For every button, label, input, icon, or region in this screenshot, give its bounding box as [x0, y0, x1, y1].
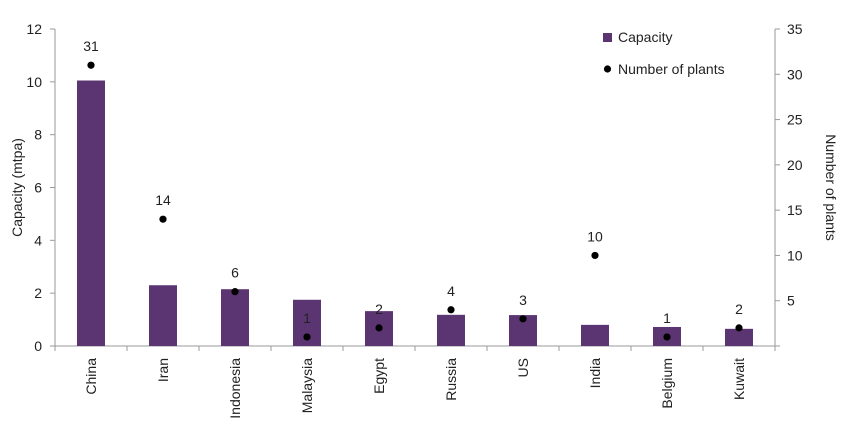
right-axis-title: Number of plants — [823, 134, 839, 241]
legend-plants-label: Number of plants — [618, 61, 725, 77]
left-tick-label: 0 — [34, 338, 42, 354]
left-tick-label: 10 — [26, 74, 42, 90]
plant-count-point[interactable] — [735, 324, 743, 332]
right-tick-label: 25 — [787, 112, 803, 128]
category-label: Iran — [155, 358, 171, 382]
plant-count-label: 3 — [519, 292, 527, 308]
right-tick-label: 20 — [787, 157, 803, 173]
plant-count-point[interactable] — [87, 61, 95, 69]
legend-capacity-label: Capacity — [618, 29, 672, 45]
capacity-bar[interactable] — [221, 289, 249, 346]
left-tick-label: 4 — [34, 232, 42, 248]
plant-count-point[interactable] — [159, 215, 167, 223]
category-label: Malaysia — [299, 358, 315, 413]
plant-count-label: 14 — [155, 192, 171, 208]
plant-count-label: 2 — [375, 301, 383, 317]
plant-count-point[interactable] — [447, 306, 455, 314]
category-label: China — [83, 358, 99, 395]
plant-count-label: 1 — [663, 310, 671, 326]
legend-plants-marker — [603, 65, 612, 73]
category-label: Russia — [443, 358, 459, 401]
capacity-bar[interactable] — [725, 328, 753, 346]
plant-count-label: 10 — [587, 228, 603, 244]
category-label: Indonesia — [227, 358, 243, 419]
left-tick-label: 8 — [34, 127, 42, 143]
right-tick-label: 10 — [787, 247, 803, 263]
plant-count-point[interactable] — [375, 324, 383, 332]
plant-count-point[interactable] — [591, 251, 599, 260]
category-label: Kuwait — [731, 358, 747, 400]
right-tick-label: 5 — [787, 293, 795, 309]
plant-count-point[interactable] — [663, 333, 671, 341]
left-tick-label: 12 — [26, 21, 42, 37]
capacity-bar[interactable] — [77, 80, 105, 346]
left-tick-label: 2 — [34, 285, 42, 301]
plant-count-point[interactable] — [231, 288, 239, 296]
plant-count-point[interactable] — [303, 333, 311, 341]
capacity-bar[interactable] — [149, 285, 177, 346]
legend-capacity-swatch — [603, 33, 612, 42]
category-label: Egypt — [371, 358, 387, 394]
category-label: Belgium — [659, 358, 675, 409]
right-tick-label: 35 — [787, 21, 803, 37]
right-tick-label: 30 — [787, 66, 803, 82]
capacity-bar[interactable] — [437, 314, 465, 346]
right-tick-label: 15 — [787, 202, 803, 218]
plant-count-label: 1 — [303, 310, 311, 326]
plant-count-label: 6 — [231, 265, 239, 281]
left-axis-title: Capacity (mtpa) — [9, 138, 25, 237]
capacity-bar[interactable] — [581, 324, 609, 346]
plant-count-point[interactable] — [519, 315, 527, 323]
plant-count-label: 31 — [83, 38, 99, 54]
plant-count-label: 4 — [447, 283, 455, 299]
category-label: US — [515, 358, 531, 377]
plant-count-label: 2 — [735, 301, 743, 317]
category-label: India — [587, 358, 603, 389]
left-tick-label: 6 — [34, 180, 42, 196]
